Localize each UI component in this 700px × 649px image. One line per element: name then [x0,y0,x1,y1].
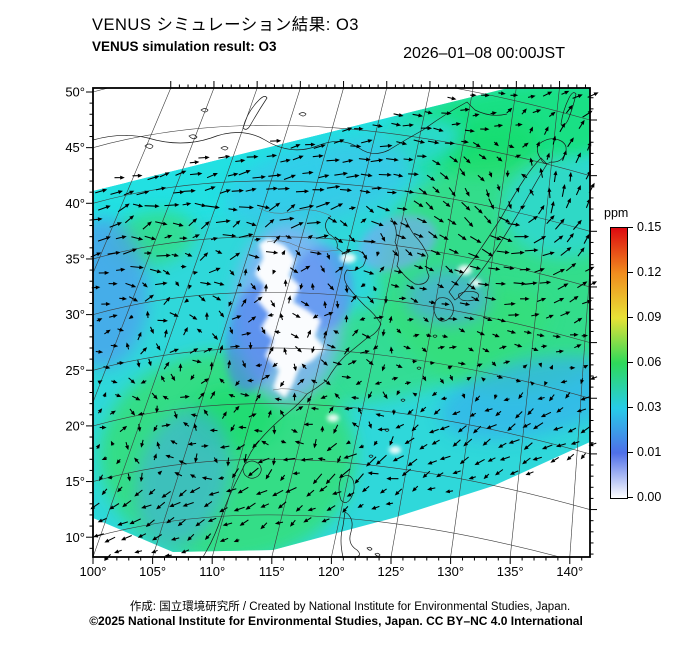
x-axis-label: 125° [378,564,405,579]
colorbar-tick [628,452,633,454]
colorbar-tick-label: 0.09 [637,310,662,324]
page-title-english: VENUS simulation result: O3 [92,39,277,54]
colorbar-tick [628,362,633,364]
inland-border-path [272,388,308,395]
x-axis-label: 135° [497,564,524,579]
footer-copyright: ©2025 National Institute for Environment… [89,614,583,628]
y-axis-label: 20° [65,418,85,433]
map-canvas: 100° 105° 110° 115° 120° 125° 130° 135° 140° 50° 4… [65,81,599,579]
coastline-path [242,96,268,130]
colorbar-tick [628,227,633,229]
coastline-path [144,108,307,151]
colorbar-tick [628,272,633,274]
x-axis-label: 100° [80,564,107,579]
x-axis-label: 130° [437,564,464,579]
coastline-path [366,546,381,557]
footer-credit: 作成: 国立環境研究所 / Created by National Instit… [129,601,571,613]
colorbar-tick-label: 0.03 [637,400,662,414]
y-axis-label: 25° [65,363,85,378]
colorbar: ppm 0.15 0.12 0.09 0.06 0.03 0.01 0.00 [603,206,698,511]
coastline-path [560,92,577,126]
coastline-path [338,475,355,503]
colorbar-tick-label: 0.06 [637,355,662,369]
y-axis-label: 15° [65,474,85,489]
x-axis-label: 115° [259,564,285,579]
x-axis-label: 105° [139,564,166,579]
coastline-path [340,511,360,557]
coastline-path [368,334,438,458]
colorbar-tick [628,407,633,409]
y-axis-label: 10° [65,530,85,545]
y-axis-label: 30° [65,307,85,322]
coastline-path [242,460,262,479]
colorbar-unit-label: ppm [604,206,629,220]
coastline-path [390,217,430,285]
map-figure: 100° 105° 110° 115° 120° 125° 130° 135° 140° 50° 4… [48,76,600,590]
colorbar-tick-label: 0.01 [637,445,662,459]
y-axis-label: 45° [65,140,85,155]
graticule-layer [93,88,590,557]
colorbar-gradient [610,227,628,499]
coastline-path [448,157,548,301]
y-axis-label: 50° [65,85,85,100]
colorbar-tick-label: 0.00 [637,490,662,504]
coastline-path [433,297,454,322]
colorbar-tick-label: 0.12 [637,265,662,279]
colorbar-tick-label: 0.15 [637,220,662,234]
page-title-japanese: VENUS シミュレーション結果: O3 [92,16,359,34]
y-axis-label: 40° [65,196,85,211]
colorbar-tick [628,317,633,319]
map-frame [92,87,591,558]
x-axis-label: 140° [556,564,583,579]
coastline-path [537,138,567,164]
x-axis-label: 110° [199,564,225,579]
wind-vector-layer [89,90,599,561]
inland-border-path [258,207,332,217]
x-axis-label: 120° [318,564,345,579]
y-axis-label: 35° [65,251,85,266]
colorbar-tick [628,497,633,499]
simulation-timestamp: 2026–01–08 00:00JST [403,45,565,62]
